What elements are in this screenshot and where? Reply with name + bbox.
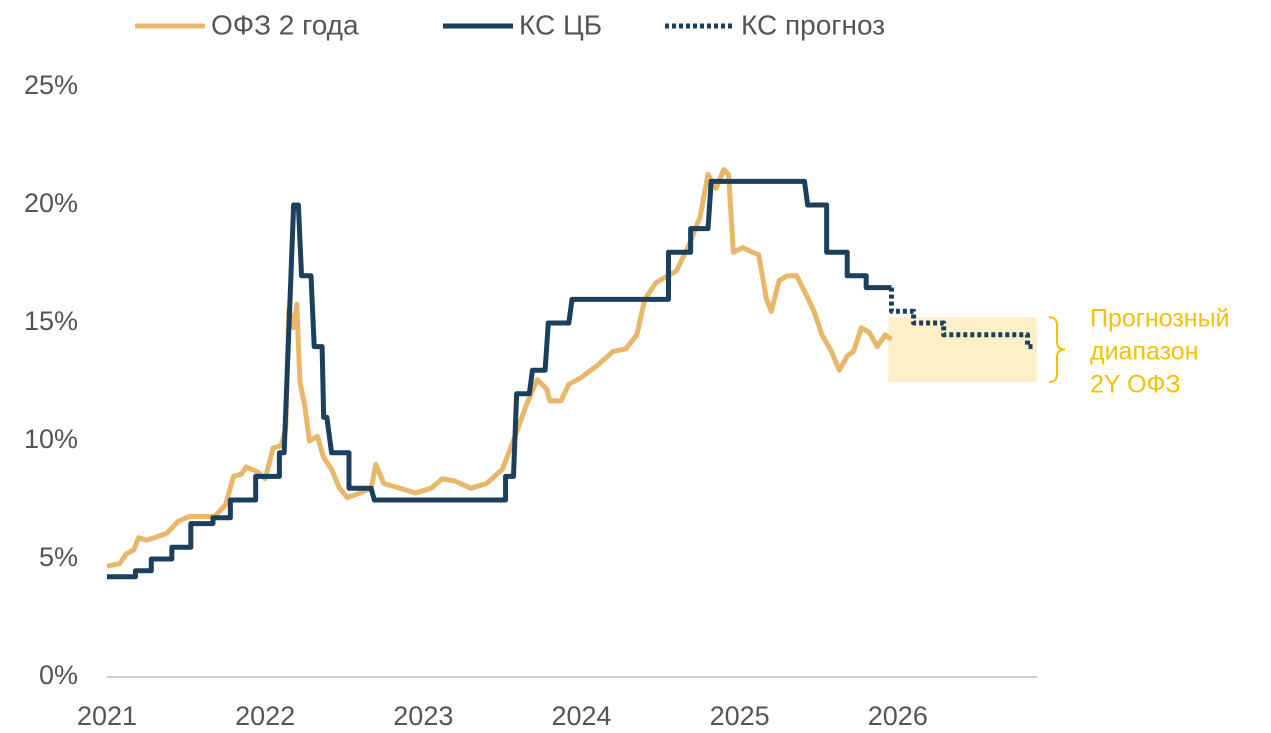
series-line [106, 167, 893, 569]
range-label: Прогнозный [1090, 305, 1230, 333]
legend-label: КС прогноз [741, 9, 885, 40]
y-tick-label: 5% [39, 542, 78, 572]
brace [1048, 316, 1066, 383]
x-tick-label: 2024 [551, 701, 611, 731]
x-tick-label: 2021 [77, 701, 137, 731]
x-tick-label: 2023 [393, 701, 453, 731]
forecast-range [888, 317, 1037, 382]
y-tick-label: 10% [24, 424, 78, 454]
range-label: 2Y ОФЗ [1090, 371, 1181, 399]
x-tick-label: 2025 [710, 701, 770, 731]
y-tick-label: 20% [24, 188, 78, 218]
range-label: диапазон [1090, 338, 1199, 366]
y-tick-label: 15% [24, 306, 78, 336]
series-line [888, 287, 1034, 350]
legend-label: ОФЗ 2 года [211, 9, 359, 40]
y-tick-label: 0% [39, 660, 78, 690]
x-tick-label: 2026 [868, 701, 928, 731]
y-tick-label: 25% [24, 70, 78, 100]
series-line [107, 178, 892, 580]
x-tick-label: 2022 [235, 701, 295, 731]
legend-label: КС ЦБ [519, 9, 602, 40]
